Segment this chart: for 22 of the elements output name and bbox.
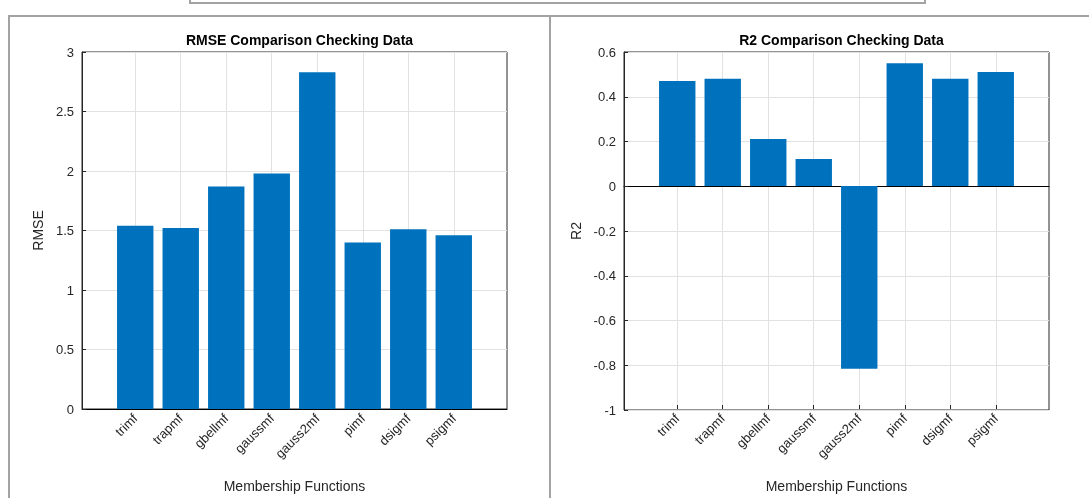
y-tick-label: 3 [66,44,74,60]
y-axis-title: RMSE [30,210,47,251]
y-tick-label: -0.8 [593,357,616,373]
y-tick-label: 0 [608,178,616,194]
y-tick-label: 0 [66,401,74,417]
x-axis-title: Membership Functions [223,478,366,494]
y-axis-title: R2 [567,221,584,240]
x-axis-title: Membership Functions [765,478,908,494]
y-tick-label: 1.5 [55,223,74,238]
y-tick-label: 0.2 [597,134,616,149]
y-tick-label: 0.4 [597,89,616,105]
y-tick-label: 2.5 [55,104,74,119]
y-tick-label: -1 [604,402,616,418]
y-tick-label: -0.6 [593,313,616,328]
y-tick-label: -0.2 [593,223,616,239]
y-tick-label: 0.6 [597,44,616,60]
chart-title: RMSE Comparison Checking Data [185,32,414,48]
y-tick-label: 2 [66,163,74,179]
y-tick-label: -0.4 [593,268,616,284]
y-tick-label: 1 [66,282,74,298]
y-tick-label: 0.5 [55,342,74,357]
chart-title: R2 Comparison Checking Data [739,32,945,48]
